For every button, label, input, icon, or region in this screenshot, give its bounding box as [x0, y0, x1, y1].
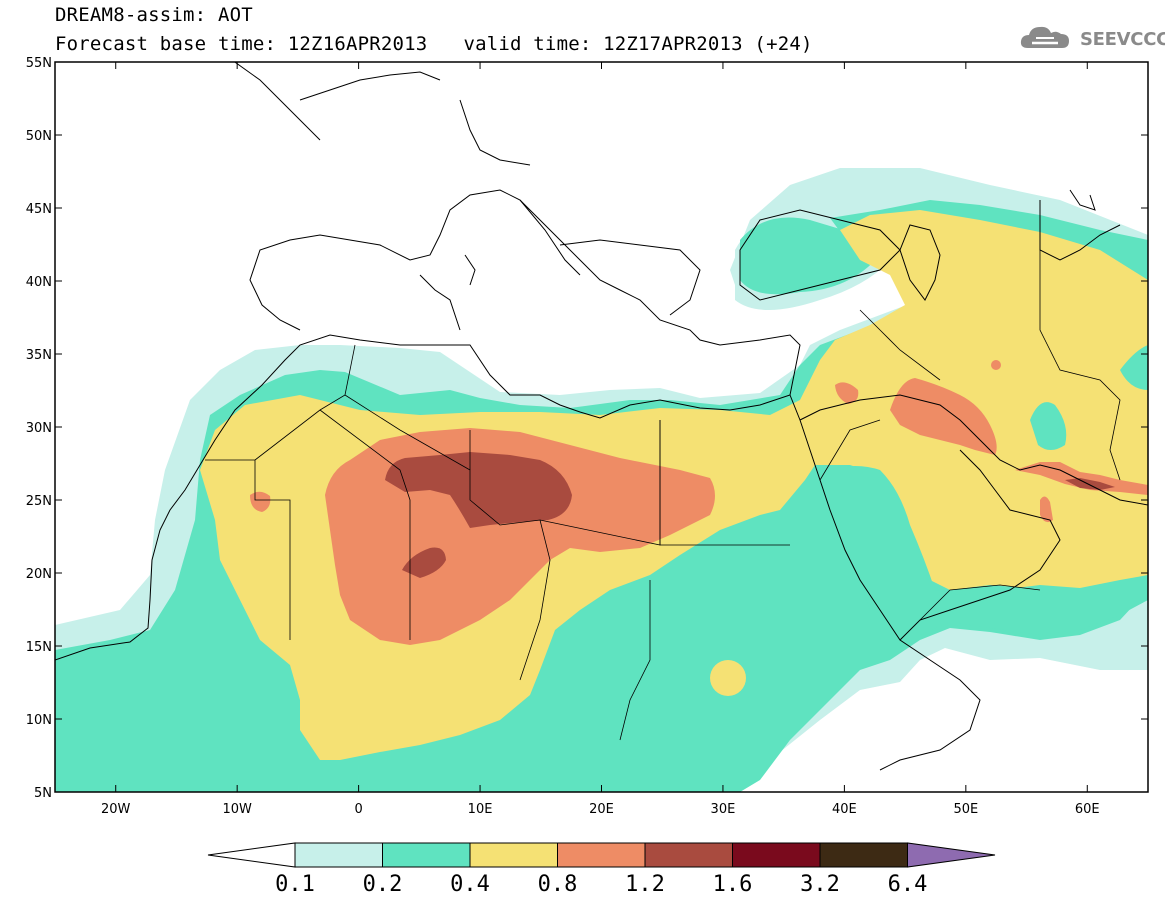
longitude-axis: 20W 10W 0 10E 20E 30E 40E 50E 60E [101, 62, 1100, 817]
forecast-time-line: Forecast base time: 12Z16APR2013 valid ti… [55, 33, 813, 55]
aot-contour-0.2-iran-east [1120, 345, 1148, 390]
lat-tick-label: 50N [26, 129, 52, 144]
lon-tick-label: 0 [354, 802, 362, 817]
lon-tick-label: 40E [832, 802, 857, 817]
aot-contour-1.2-gulf [1065, 478, 1115, 490]
aot-contour-0.8-syria [835, 382, 859, 404]
seevccc-logo: SEEVCCC [1018, 22, 1165, 56]
forecast-base-time: Forecast base time: 12Z16APR2013 [55, 33, 428, 55]
latitude-axis: 55N 50N 45N 40N 35N 30N 25N 20N 15N 10N 5N [26, 56, 1148, 801]
colorbar-over-triangle [907, 842, 996, 868]
aot-contour-0.8-oman [1040, 496, 1053, 523]
map-title: DREAM8-assim: AOT [55, 4, 253, 26]
lon-tick-label: 60E [1075, 802, 1100, 817]
colorbar-label: 3.2 [800, 872, 840, 897]
aot-contour-0.2-iran [1030, 402, 1067, 450]
colorbar-under-triangle [207, 842, 296, 868]
lat-tick-label: 25N [26, 494, 52, 509]
lat-tick-label: 55N [26, 56, 52, 71]
aot-contour-0.8-iran [991, 360, 1001, 370]
colorbar-label: 1.6 [713, 872, 753, 897]
colorbar-segment [382, 842, 471, 868]
lon-tick-label: 10W [222, 802, 252, 817]
lon-tick-label: 10E [468, 802, 493, 817]
logo-text: SEEVCCC [1080, 28, 1165, 50]
aot-contour-0.4-sudan [710, 660, 746, 696]
lon-tick-label: 30E [711, 802, 736, 817]
colorbar-segment [294, 842, 383, 868]
aot-contour-1.2-south [402, 547, 446, 578]
colorbar-label: 6.4 [888, 872, 928, 897]
colorbar-segment [557, 842, 646, 868]
colorbar-label: 0.1 [275, 872, 315, 897]
valid-time: valid time: 12Z17APR2013 (+24) [463, 33, 813, 55]
lat-tick-label: 45N [26, 202, 52, 217]
colorbar: 0.1 0.2 0.4 0.8 1.2 1.6 3.2 6.4 [207, 842, 996, 897]
lat-tick-label: 40N [26, 275, 52, 290]
colorbar-segment [644, 842, 733, 868]
country-borders [205, 250, 1121, 741]
lon-tick-label: 20W [101, 802, 131, 817]
lon-tick-label: 50E [953, 802, 978, 817]
aot-field [55, 62, 1148, 792]
colorbar-label: 0.2 [363, 872, 403, 897]
coastlines [55, 62, 1148, 771]
lat-tick-label: 30N [26, 421, 52, 436]
lat-tick-label: 10N [26, 713, 52, 728]
lon-tick-label: 20E [589, 802, 614, 817]
colorbar-segment [469, 842, 558, 868]
aot-contour-0.2-arabia [815, 466, 1148, 650]
colorbar-label: 0.8 [538, 872, 578, 897]
lat-tick-label: 35N [26, 348, 52, 363]
colorbar-segment [819, 842, 908, 868]
lat-tick-label: 15N [26, 640, 52, 655]
cloud-logo-icon [1020, 26, 1069, 48]
colorbar-segment [732, 842, 821, 868]
lat-tick-label: 20N [26, 567, 52, 582]
aot-contour-1.2 [385, 452, 572, 528]
colorbar-label: 1.2 [625, 872, 665, 897]
colorbar-label: 0.4 [450, 872, 490, 897]
aot-contour-0.8-iraq [890, 378, 997, 455]
lat-tick-label: 5N [34, 786, 52, 801]
